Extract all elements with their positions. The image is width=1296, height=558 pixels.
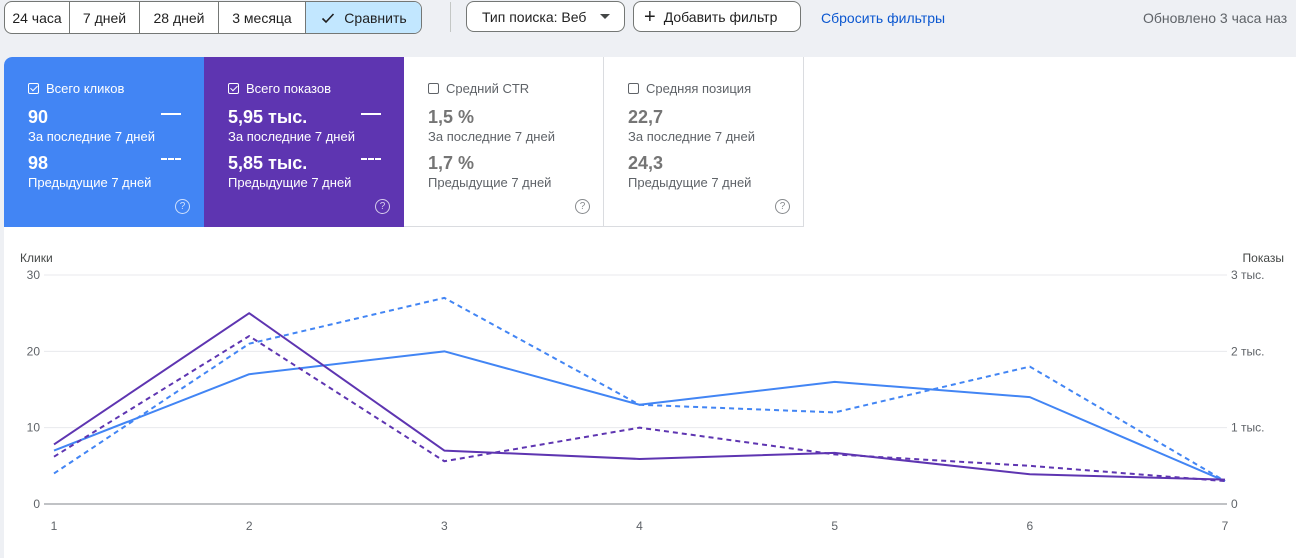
x-axis-tick-label: 6: [1026, 519, 1033, 533]
metric-title: Всего кликов: [46, 81, 125, 96]
metric-previous-label: Предыдущие 7 дней: [28, 175, 152, 190]
metric-header: Средняя позиция: [628, 81, 751, 96]
right-axis-tick-label: 1 тыс.: [1231, 421, 1264, 435]
toolbar-divider: [450, 2, 451, 32]
metric-previous-value: 1,7 %: [428, 153, 475, 173]
plus-icon: +: [644, 5, 656, 28]
metric-current-value: 90: [28, 107, 49, 127]
dashed-line-legend-icon: [361, 158, 381, 160]
metric-card-impressions[interactable]: Всего показов 5,95 тыс. За последние 7 д…: [204, 57, 404, 227]
search-type-label: Тип поиска: Веб: [482, 8, 587, 25]
performance-card: Всего кликов 90 За последние 7 дней 98 П…: [4, 57, 1296, 558]
compare-label: Сравнить: [344, 9, 407, 26]
metric-header: Всего показов: [228, 81, 331, 96]
checkbox-unchecked-icon[interactable]: [428, 83, 439, 94]
x-axis-tick-label: 2: [246, 519, 253, 533]
right-axis-tick-label: 2 тыс.: [1231, 344, 1264, 358]
add-filter-label: Добавить фильтр: [663, 8, 778, 25]
metric-previous-value: 24,3: [628, 153, 664, 173]
metric-previous-value: 5,85 тыс.: [228, 153, 308, 173]
metric-title: Средний CTR: [446, 81, 530, 96]
series-line-impressions-current: [53, 312, 1226, 481]
metric-card-position[interactable]: Средняя позиция 22,7 За последние 7 дней…: [604, 57, 804, 227]
help-icon[interactable]: ?: [775, 199, 790, 214]
range-24h-button[interactable]: 24 часа: [5, 2, 70, 33]
metric-previous-label: Предыдущие 7 дней: [228, 175, 352, 190]
performance-chart[interactable]: Клики Показы 0 0 10 1 тыс. 20 2 тыс. 30 3 тыс. 1 2 3…: [4, 57, 1296, 558]
help-icon[interactable]: ?: [175, 199, 190, 214]
add-filter-button[interactable]: + Добавить фильтр: [633, 1, 801, 32]
help-icon[interactable]: ?: [375, 199, 390, 214]
dropdown-arrow-icon: [600, 14, 611, 19]
reset-filters-link[interactable]: Сбросить фильтры: [821, 10, 946, 26]
metric-previous-value: 98: [28, 153, 49, 173]
toolbar: 24 часа 7 дней 28 дней 3 месяца Сравнить…: [0, 0, 1296, 36]
solid-line-legend-icon: [361, 113, 381, 115]
left-axis-tick-label: 30: [27, 268, 41, 282]
solid-line-legend-icon: [161, 113, 181, 115]
metric-card-ctr[interactable]: Средний CTR 1,5 % За последние 7 дней 1,…: [404, 57, 604, 227]
series-line-clicks-current: [53, 350, 1226, 483]
metric-previous-label: Предыдущие 7 дней: [628, 175, 752, 190]
range-7d-button[interactable]: 7 дней: [70, 2, 140, 33]
series-line-impressions-previous: [53, 335, 1226, 483]
left-axis-tick-label: 20: [27, 344, 41, 358]
metric-header: Средний CTR: [428, 81, 529, 96]
checkbox-unchecked-icon[interactable]: [628, 83, 639, 94]
range-28d-button[interactable]: 28 дней: [140, 2, 219, 33]
compare-button[interactable]: Сравнить: [306, 2, 421, 33]
metric-card-clicks[interactable]: Всего кликов 90 За последние 7 дней 98 П…: [4, 57, 204, 227]
x-axis-tick-label: 1: [51, 519, 58, 533]
right-axis-tick-label: 0: [1231, 497, 1238, 511]
metric-current-value: 1,5 %: [428, 107, 475, 127]
metric-previous-label: Предыдущие 7 дней: [428, 175, 552, 190]
metric-current-label: За последние 7 дней: [628, 129, 755, 144]
date-range-selector: 24 часа 7 дней 28 дней 3 месяца Сравнить: [4, 1, 422, 34]
metric-current-label: За последние 7 дней: [28, 129, 155, 144]
metric-current-label: За последние 7 дней: [228, 129, 355, 144]
metric-header: Всего кликов: [28, 81, 124, 96]
range-3m-button[interactable]: 3 месяца: [219, 2, 306, 33]
help-icon[interactable]: ?: [575, 199, 590, 214]
search-type-dropdown[interactable]: Тип поиска: Веб: [466, 1, 625, 32]
x-axis-tick-label: 3: [441, 519, 448, 533]
metric-title: Всего показов: [246, 81, 331, 96]
series-line-clicks-previous: [53, 296, 1226, 482]
checkbox-checked-icon[interactable]: [228, 83, 239, 94]
checkbox-checked-icon[interactable]: [28, 83, 39, 94]
metric-current-value: 22,7: [628, 107, 664, 127]
right-axis-tick-label: 3 тыс.: [1231, 268, 1264, 282]
left-axis-title: Клики: [20, 251, 53, 265]
metric-current-label: За последние 7 дней: [428, 129, 555, 144]
dashed-line-legend-icon: [161, 158, 181, 160]
x-axis-tick-label: 5: [831, 519, 838, 533]
metric-title: Средняя позиция: [646, 81, 752, 96]
right-axis-title: Показы: [1243, 251, 1284, 265]
x-axis-tick-label: 7: [1222, 519, 1229, 533]
check-icon: [322, 12, 335, 23]
left-axis-tick-label: 10: [27, 421, 41, 435]
x-axis-tick-label: 4: [636, 519, 643, 533]
last-updated-text: Обновлено 3 часа наз: [1143, 10, 1288, 26]
metric-current-value: 5,95 тыс.: [228, 107, 308, 127]
left-axis-tick-label: 0: [33, 497, 40, 511]
